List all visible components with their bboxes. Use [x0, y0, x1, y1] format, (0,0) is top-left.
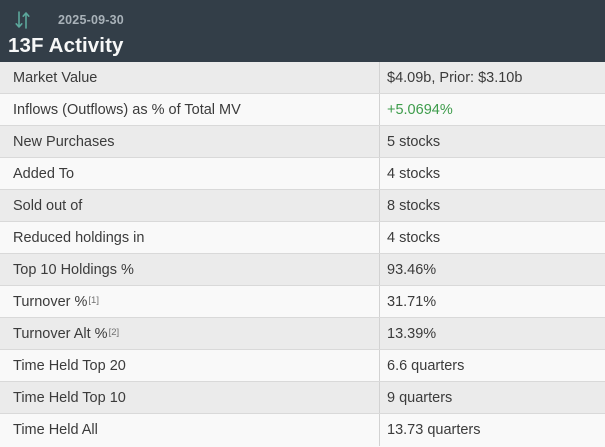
- row-label: Inflows (Outflows) as % of Total MV: [13, 101, 241, 118]
- table-row: Market Value $4.09b, Prior: $3.10b: [0, 62, 605, 94]
- row-label: Time Held Top 10: [13, 389, 126, 406]
- header-top-row: 2025-09-30: [9, 8, 605, 32]
- table-row: Inflows (Outflows) as % of Total MV +5.0…: [0, 94, 605, 126]
- row-value: 8 stocks: [379, 190, 605, 221]
- row-value: +5.0694%: [379, 94, 605, 125]
- panel-header: 2025-09-30 13F Activity: [0, 0, 605, 62]
- row-value: 13.73 quarters: [379, 414, 605, 446]
- row-value: 6.6 quarters: [379, 350, 605, 381]
- row-label: Time Held All: [13, 422, 98, 438]
- row-label: Turnover Alt % [2]: [13, 325, 120, 342]
- table-row: Added To 4 stocks: [0, 158, 605, 190]
- swap-vertical-icon[interactable]: [13, 9, 33, 31]
- row-value: 4 stocks: [379, 222, 605, 253]
- table-row: Reduced holdings in 4 stocks: [0, 222, 605, 254]
- row-value: 13.39%: [379, 318, 605, 349]
- report-date: 2025-09-30: [58, 13, 124, 27]
- table-row: Time Held Top 10 9 quarters: [0, 382, 605, 414]
- row-value: 31.71%: [379, 286, 605, 317]
- table-row: Top 10 Holdings % 93.46%: [0, 254, 605, 286]
- row-value: 5 stocks: [379, 126, 605, 157]
- row-label: Reduced holdings in: [13, 229, 145, 246]
- table-row: Time Held All 13.73 quarters: [0, 414, 605, 446]
- table-row: Sold out of 8 stocks: [0, 190, 605, 222]
- row-label: Sold out of: [13, 197, 83, 214]
- row-label: New Purchases: [13, 133, 115, 150]
- row-value: 9 quarters: [379, 382, 605, 413]
- table-row: Turnover Alt % [2] 13.39%: [0, 318, 605, 350]
- activity-table: Market Value $4.09b, Prior: $3.10b Inflo…: [0, 62, 605, 446]
- row-label: Added To: [13, 165, 75, 182]
- row-label: Time Held Top 20: [13, 357, 126, 374]
- row-value: 4 stocks: [379, 158, 605, 189]
- row-value: $4.09b, Prior: $3.10b: [379, 62, 605, 93]
- table-row: New Purchases 5 stocks: [0, 126, 605, 158]
- row-value: 93.46%: [379, 254, 605, 285]
- page-title: 13F Activity: [8, 34, 124, 57]
- table-row: Time Held Top 20 6.6 quarters: [0, 350, 605, 382]
- row-label: Market Value: [13, 69, 98, 86]
- row-label: Top 10 Holdings %: [13, 261, 134, 278]
- table-row: Turnover % [1] 31.71%: [0, 286, 605, 318]
- row-label: Turnover % [1]: [13, 293, 99, 310]
